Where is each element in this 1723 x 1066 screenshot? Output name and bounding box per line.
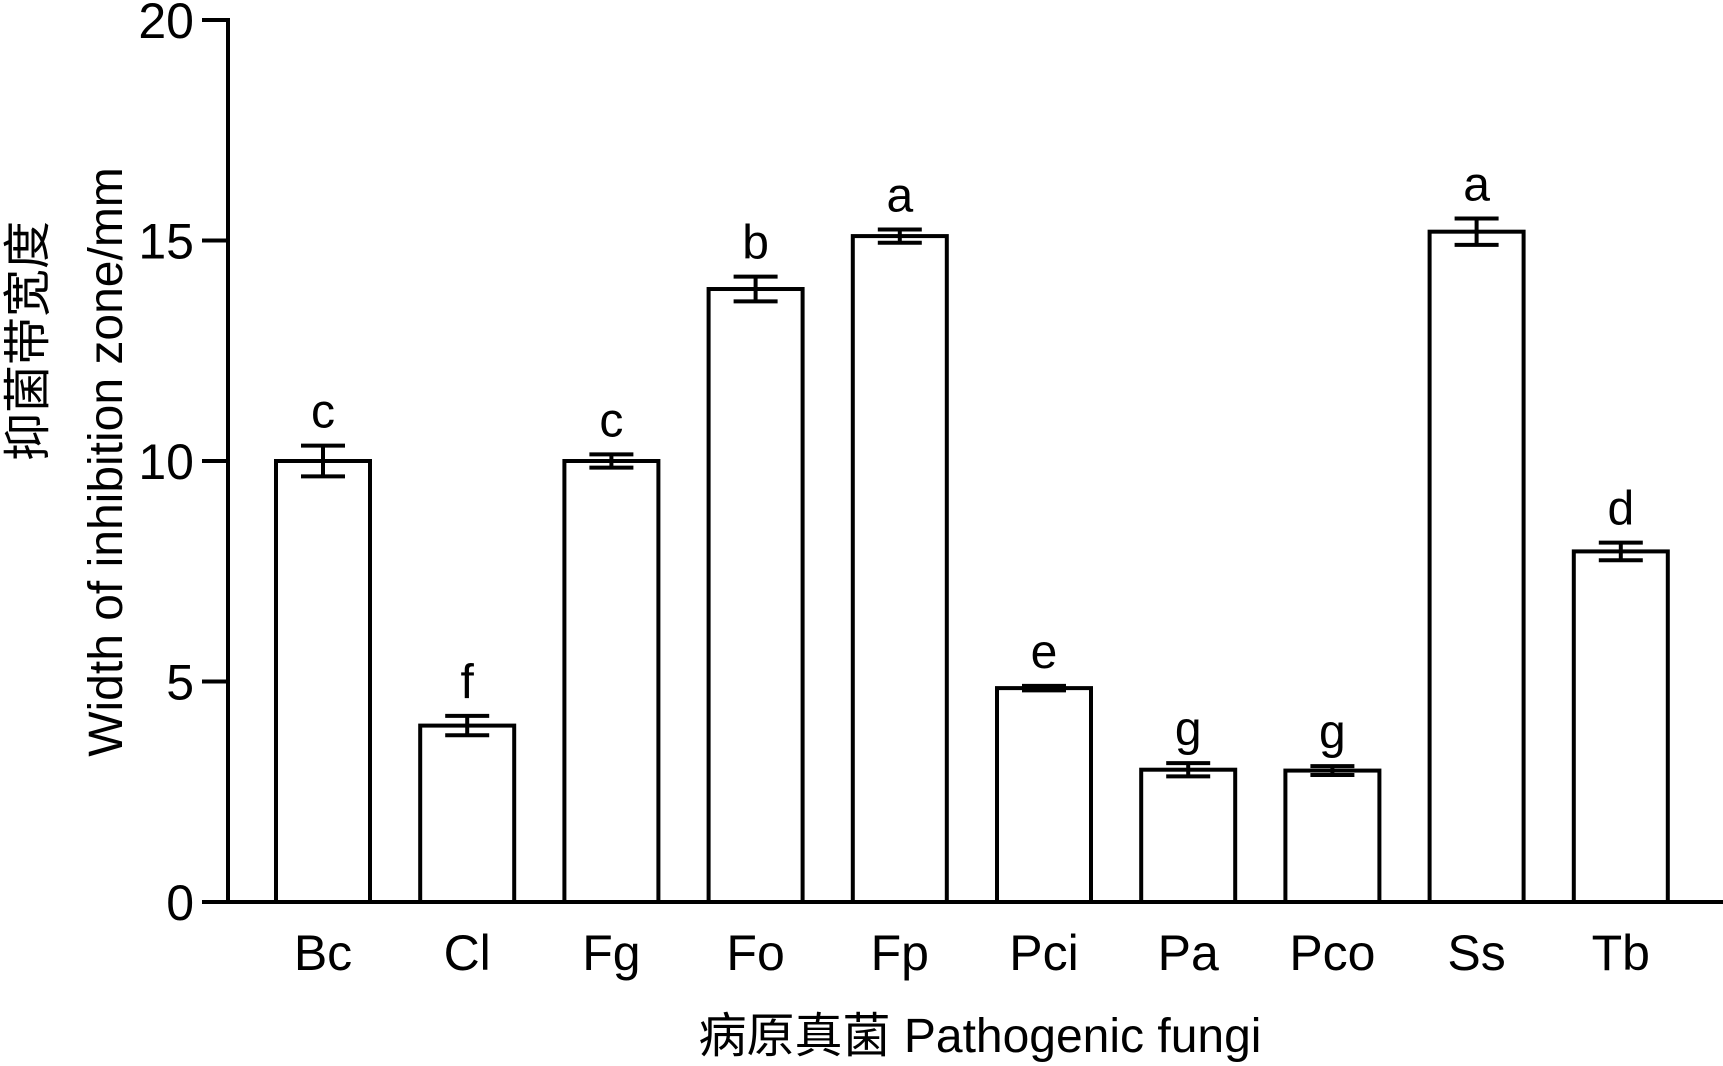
significance-label-Fp: a — [886, 169, 913, 222]
y-tick-label: 15 — [138, 214, 194, 270]
error-bar-Tb — [1598, 540, 1643, 563]
y-axis-title-chinese: 抑菌带宽度 — [2, 221, 55, 461]
x-category-label-Fg: Fg — [582, 925, 640, 981]
significance-label-Ss: a — [1463, 158, 1490, 211]
error-bar-Fg — [589, 452, 634, 470]
error-bar-Pco — [1310, 764, 1355, 777]
error-bar-Fo — [733, 274, 778, 304]
y-tick-label: 10 — [138, 434, 194, 490]
bar-Pci — [995, 686, 1093, 904]
bar-Bc — [274, 459, 372, 904]
significance-label-Fg: c — [599, 394, 623, 447]
x-category-label-Cl: Cl — [444, 925, 491, 981]
bar-Pa — [1139, 767, 1238, 905]
bar-Pco — [1283, 768, 1382, 904]
bar-Cl — [418, 723, 517, 904]
error-bar-Cl — [445, 713, 490, 738]
error-bar-Ss — [1454, 216, 1499, 247]
x-axis-title: 病原真菌 Pathogenic fungi — [699, 1010, 1262, 1063]
bar-Fg — [562, 459, 661, 904]
x-category-label-Pa: Pa — [1158, 925, 1219, 981]
significance-label-Tb: d — [1607, 483, 1634, 536]
x-category-label-Pci: Pci — [1009, 925, 1078, 981]
x-category-label-Bc: Bc — [294, 925, 352, 981]
significance-label-Pa: g — [1175, 703, 1202, 756]
bar-Ss — [1427, 229, 1526, 904]
significance-label-Cl: f — [461, 656, 475, 709]
y-tick-label: 5 — [166, 655, 194, 711]
significance-label-Pco: g — [1319, 706, 1346, 759]
significance-label-Bc: c — [311, 386, 335, 439]
bar-Fo — [706, 287, 805, 904]
x-category-label-Fo: Fo — [726, 925, 784, 981]
significance-label-Pci: e — [1031, 626, 1058, 679]
error-bar-Fp — [877, 227, 922, 245]
x-category-label-Tb: Tb — [1592, 925, 1650, 981]
bars-layer: c f c b a e g g a d — [274, 158, 1670, 905]
y-tick-label: 20 — [138, 0, 194, 49]
y-ticks: 0 5 10 15 20 — [138, 0, 228, 931]
x-category-label-Pco: Pco — [1289, 925, 1375, 981]
error-bar-Pci — [1022, 683, 1066, 693]
x-category-label-Fp: Fp — [871, 925, 929, 981]
significance-label-Fo: b — [742, 217, 769, 270]
error-bar-Bc — [301, 443, 345, 479]
y-axis-title-english: Width of inhibition zone/mm — [80, 167, 133, 757]
bar-Tb — [1571, 549, 1670, 905]
y-tick-label: 0 — [166, 875, 194, 931]
error-bar-Pa — [1166, 761, 1211, 779]
bar-Fp — [850, 234, 949, 904]
x-category-labels: Bc Cl Fg Fo Fp Pci Pa Pco Ss Tb — [294, 925, 1650, 981]
x-category-label-Ss: Ss — [1447, 925, 1505, 981]
